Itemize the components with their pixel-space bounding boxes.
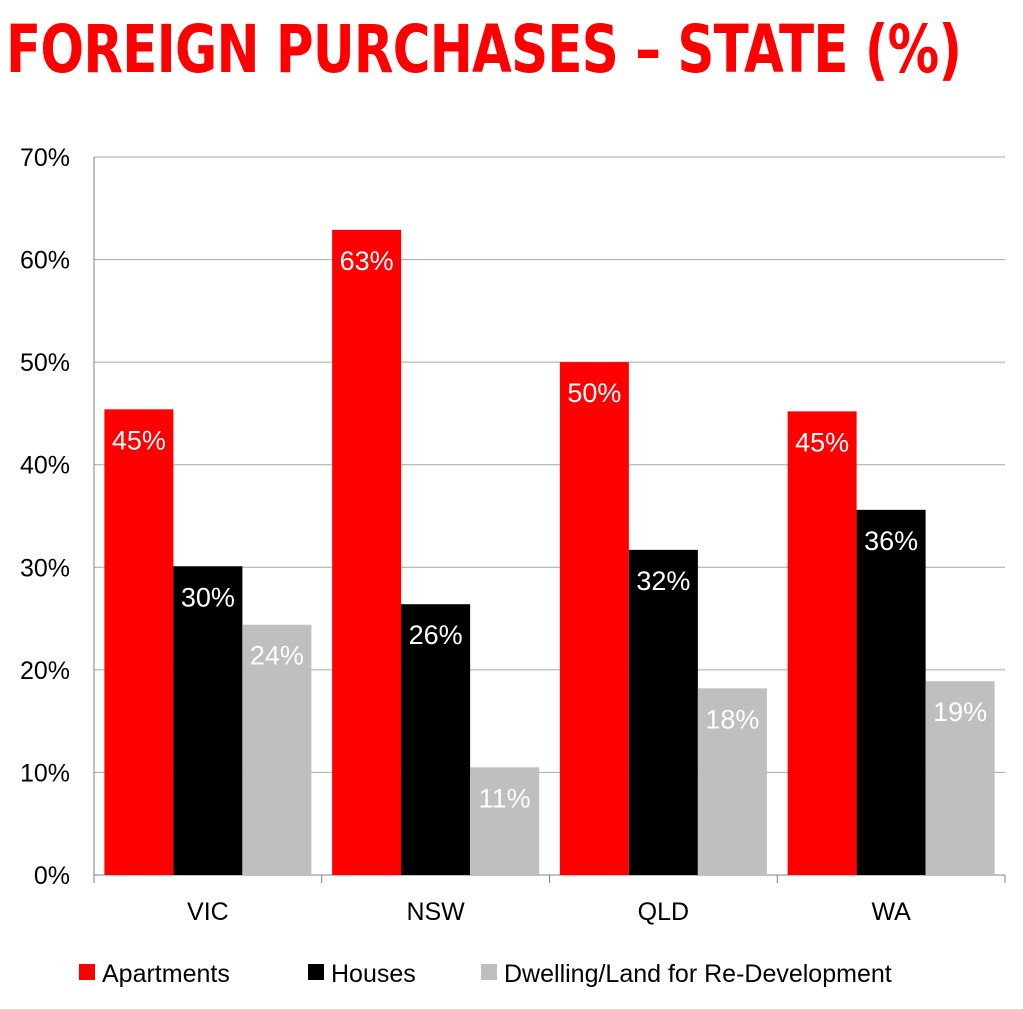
x-tick-label: WA [871,898,911,926]
data-label: 24% [250,641,304,671]
y-tick-label: 20% [20,657,70,685]
bar [401,604,471,875]
legend-label: Houses [331,960,416,988]
bar [332,229,402,876]
y-tick-label: 50% [20,349,70,377]
x-tick-label: VIC [187,898,229,926]
data-label: 50% [567,378,621,408]
data-label: 19% [933,697,987,727]
data-label: 63% [340,246,394,276]
bar [628,549,698,875]
legend-label: Dwelling/Land for Re-Development [504,960,892,988]
data-label: 32% [636,566,690,596]
y-tick-label: 60% [20,247,70,275]
bar [856,509,926,875]
bar [470,767,540,875]
y-tick-label: 10% [20,759,70,787]
y-tick-label: 0% [34,862,70,890]
y-tick-label: 40% [20,452,70,480]
data-label: 36% [864,526,918,556]
data-label: 18% [705,704,759,734]
y-tick-label: 30% [20,554,70,582]
bar [787,411,857,875]
bar [697,688,767,875]
legend-swatch [79,964,95,980]
legend-swatch [481,964,497,980]
data-label: 45% [112,425,166,455]
data-label: 30% [181,582,235,612]
bar [104,409,174,875]
legend-label: Apartments [102,960,230,988]
data-label: 11% [479,783,531,813]
bar [173,566,243,875]
legend-swatch [308,964,324,980]
data-label: 45% [795,427,849,457]
y-tick-label: 70% [20,144,70,172]
x-tick-label: NSW [406,898,465,926]
x-tick-label: QLD [638,898,689,926]
chart-title: FOREIGN PURCHASES – STATE (%) [6,11,962,88]
bar [559,362,629,876]
bar [925,681,995,875]
bar [242,624,312,875]
data-label: 26% [409,620,463,650]
